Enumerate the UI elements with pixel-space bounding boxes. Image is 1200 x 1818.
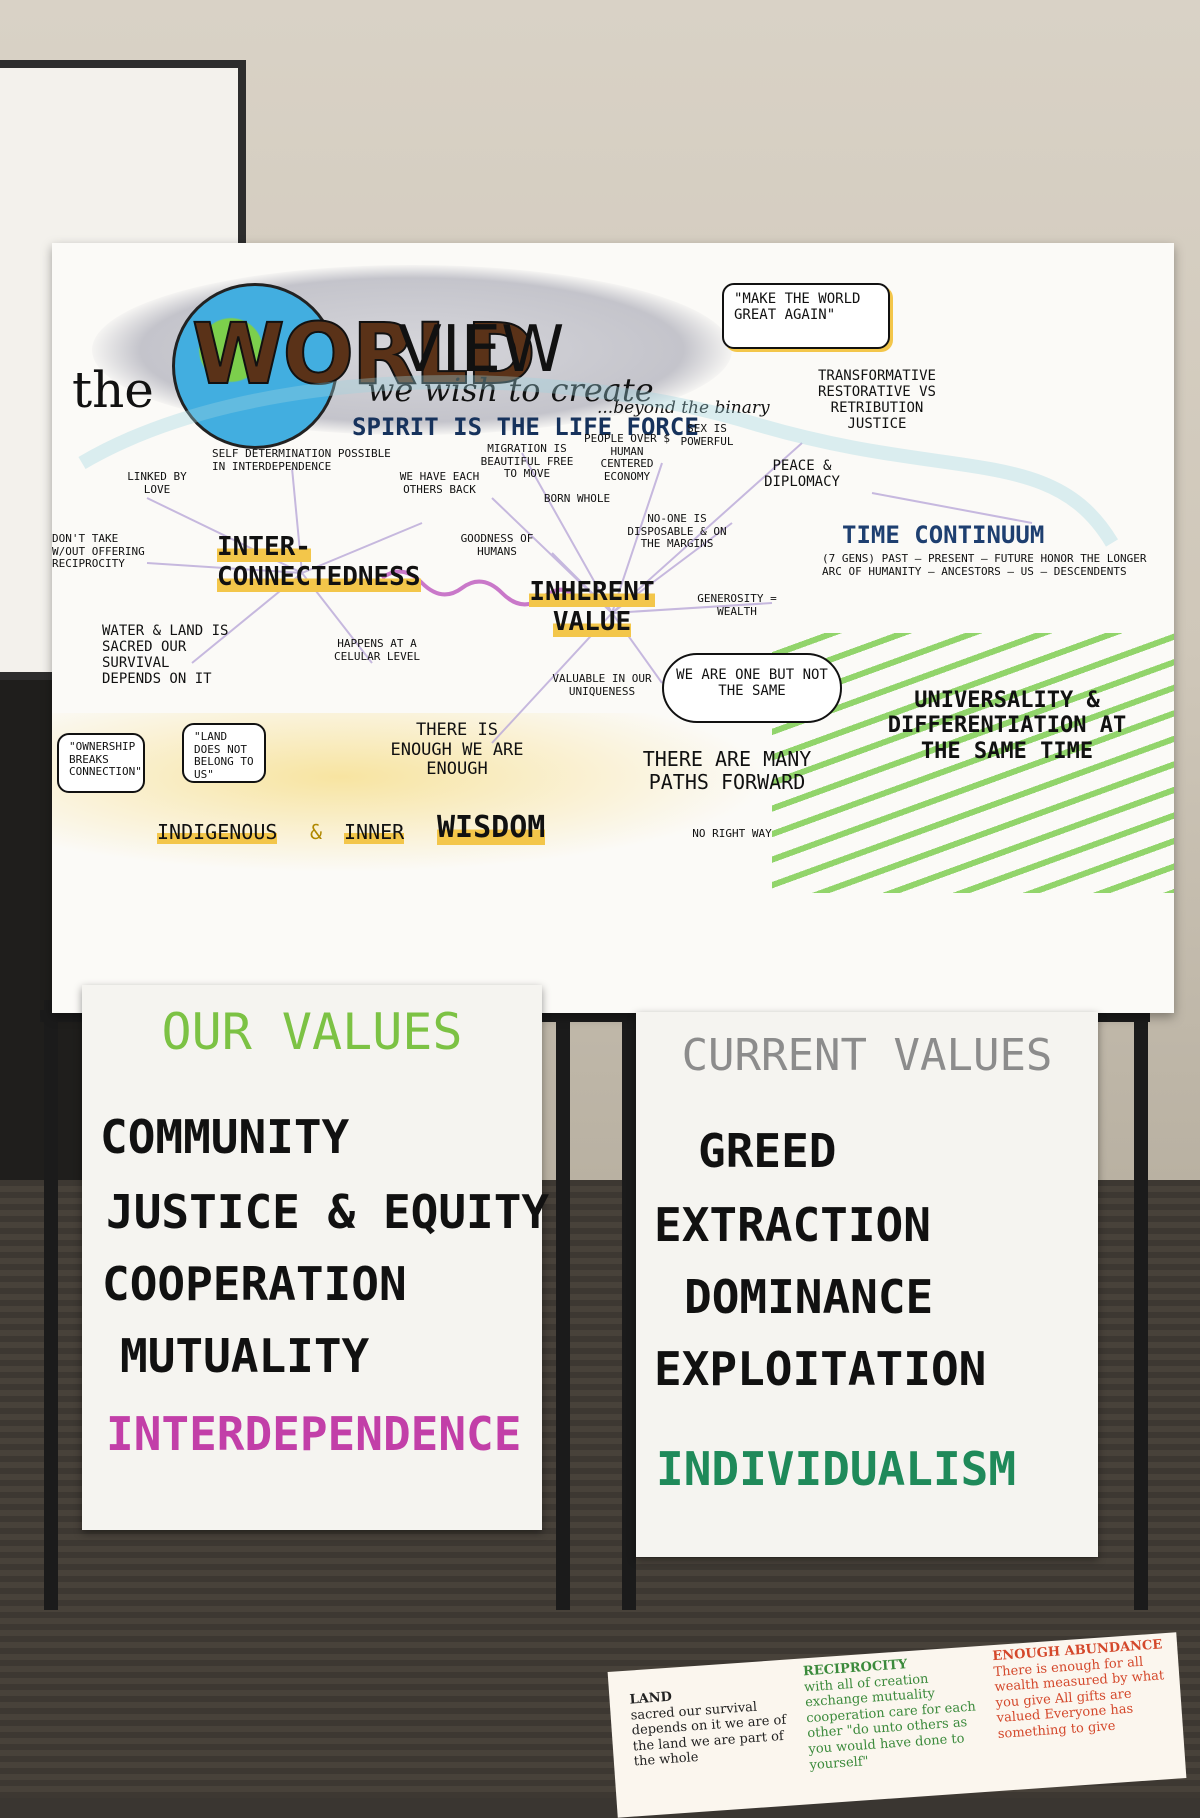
many-paths-forward: THERE ARE MANY PATHS FORWARD bbox=[642, 747, 812, 794]
indigenous: INDIGENOUS bbox=[157, 820, 278, 844]
our-values-title: OUR VALUES bbox=[161, 1003, 463, 1061]
value-item: EXPLOITATION bbox=[654, 1342, 987, 1396]
inherent-value: INHERENT VALUE bbox=[512, 577, 672, 638]
born-whole: BORN WHOLE bbox=[543, 492, 611, 505]
floor-reciprocity-text: with all of creation exchange mutuality … bbox=[803, 1671, 977, 1773]
title-subtitle: we wish to create bbox=[367, 371, 654, 409]
world-view-poster: the WORLD VIEW we wish to create ...beyo… bbox=[52, 243, 1174, 1013]
amp: & bbox=[310, 820, 323, 844]
time-continuum-detail: (7 GENS) PAST — PRESENT — FUTURE HONOR T… bbox=[822, 552, 1147, 578]
current-values-sheet: CURRENT VALUES GREED EXTRACTION DOMINANC… bbox=[636, 1012, 1098, 1557]
peace-diplomacy: PEACE & DIPLOMACY bbox=[764, 458, 840, 491]
our-values-sheet: OUR VALUES COMMUNITY JUSTICE & EQUITY CO… bbox=[82, 985, 549, 1530]
goodness-of-humans: GOODNESS OF HUMANS bbox=[460, 532, 534, 558]
sex-is-powerful: SEX IS POWERFUL bbox=[680, 422, 734, 448]
value-item: JUSTICE & EQUITY bbox=[106, 1185, 550, 1239]
value-item: GREED bbox=[698, 1124, 837, 1178]
floor-land-text: sacred our survival depends on it we are… bbox=[630, 1699, 787, 1770]
time-continuum: TIME CONTINUUM bbox=[842, 521, 1045, 549]
inner-text: INNER bbox=[344, 820, 405, 844]
we-are-one-cloud: WE ARE ONE BUT NOT THE SAME bbox=[662, 653, 842, 723]
yellow-wash bbox=[52, 713, 772, 873]
valuable-in-uniqueness: VALUABLE IN OUR UNIQUENESS bbox=[552, 672, 652, 698]
value-item: MUTUALITY bbox=[120, 1329, 370, 1383]
people-over-money: PEOPLE OVER $ HUMAN CENTERED ECONOMY bbox=[583, 432, 671, 483]
floor-land: LAND sacred our survival depends on it w… bbox=[629, 1681, 794, 1770]
self-determination: SELF DETERMINATION POSSIBLE IN INTERDEPE… bbox=[212, 447, 391, 473]
dont-take-without-offering: DON'T TAKE w/out OFFERING RECIPROCITY bbox=[52, 532, 145, 571]
inner: INNER bbox=[344, 820, 405, 844]
value-individualism: INDIVIDUALISM bbox=[656, 1442, 1017, 1496]
current-values-title: CURRENT VALUES bbox=[681, 1030, 1053, 1081]
value-item: COMMUNITY bbox=[100, 1110, 350, 1164]
wisdom: WISDOM bbox=[437, 810, 546, 846]
quote-ownership: "OWNERSHIP BREAKS CONNECTION" bbox=[57, 733, 145, 793]
title-beyond-binary: ...beyond the binary bbox=[597, 398, 770, 418]
spirit-life-force: SPIRIT IS THE LIFE FORCE bbox=[352, 413, 699, 441]
title-world: WORLD bbox=[191, 304, 537, 404]
easel-leg bbox=[1134, 1000, 1148, 1610]
inherent-value-text: INHERENT VALUE bbox=[529, 577, 655, 637]
no-right-way: NO RIGHT WAY bbox=[692, 827, 772, 840]
migration: MIGRATION IS BEAUTIFUL FREE TO MOVE bbox=[480, 442, 574, 481]
each-others-back: WE HAVE EACH OTHERS BACK bbox=[399, 470, 480, 496]
transformative-justice: TRANSFORMATIVE RESTORATIVE VS RETRIBUTIO… bbox=[817, 368, 936, 433]
interconnectedness: INTER-CONNECTEDNESS bbox=[217, 532, 421, 593]
quote-land-does-not-belong: "LAND DOES NOT BELONG TO US" bbox=[182, 723, 266, 783]
no-one-disposable: NO-ONE IS DISPOSABLE & ON THE MARGINS bbox=[627, 512, 727, 551]
floor-enough: ENOUGH ABUNDANCE There is enough for all… bbox=[992, 1637, 1173, 1743]
water-land-sacred: WATER & LAND IS SACRED OUR SURVIVAL DEPE… bbox=[102, 623, 229, 688]
generosity-wealth: GENEROSITY = WEALTH bbox=[697, 592, 777, 618]
title-view: VIEW bbox=[398, 313, 565, 387]
floor-enough-text: There is enough for all wealth measured … bbox=[993, 1654, 1165, 1742]
value-item: DOMINANCE bbox=[684, 1270, 934, 1324]
title-the: the bbox=[72, 361, 154, 419]
indigenous-text: INDIGENOUS bbox=[157, 820, 278, 844]
value-item: EXTRACTION bbox=[654, 1198, 931, 1252]
easel-leg bbox=[556, 1000, 570, 1610]
value-item: COOPERATION bbox=[102, 1257, 407, 1311]
globe-icon bbox=[172, 283, 338, 449]
there-is-enough: THERE IS ENOUGH WE ARE ENOUGH bbox=[390, 720, 524, 780]
interconnectedness-text: INTER-CONNECTEDNESS bbox=[217, 532, 421, 592]
linked-by-love: LINKED BY LOVE bbox=[127, 470, 187, 496]
value-interdependence: INTERDEPENDENCE bbox=[106, 1407, 522, 1461]
cellular-level: HAPPENS AT A CELULAR LEVEL bbox=[333, 637, 421, 663]
floor-reciprocity: RECIPROCITY with all of creation exchang… bbox=[803, 1652, 985, 1773]
universality-differentiation: UNIVERSALITY & DIFFERENTIATION at the sa… bbox=[887, 688, 1127, 764]
wisdom-text: WISDOM bbox=[437, 810, 546, 845]
easel-leg bbox=[44, 1000, 58, 1610]
quote-maga: "MAKE THE WORLD GREAT AGAIN" bbox=[722, 283, 890, 349]
easel-leg bbox=[622, 1000, 636, 1610]
